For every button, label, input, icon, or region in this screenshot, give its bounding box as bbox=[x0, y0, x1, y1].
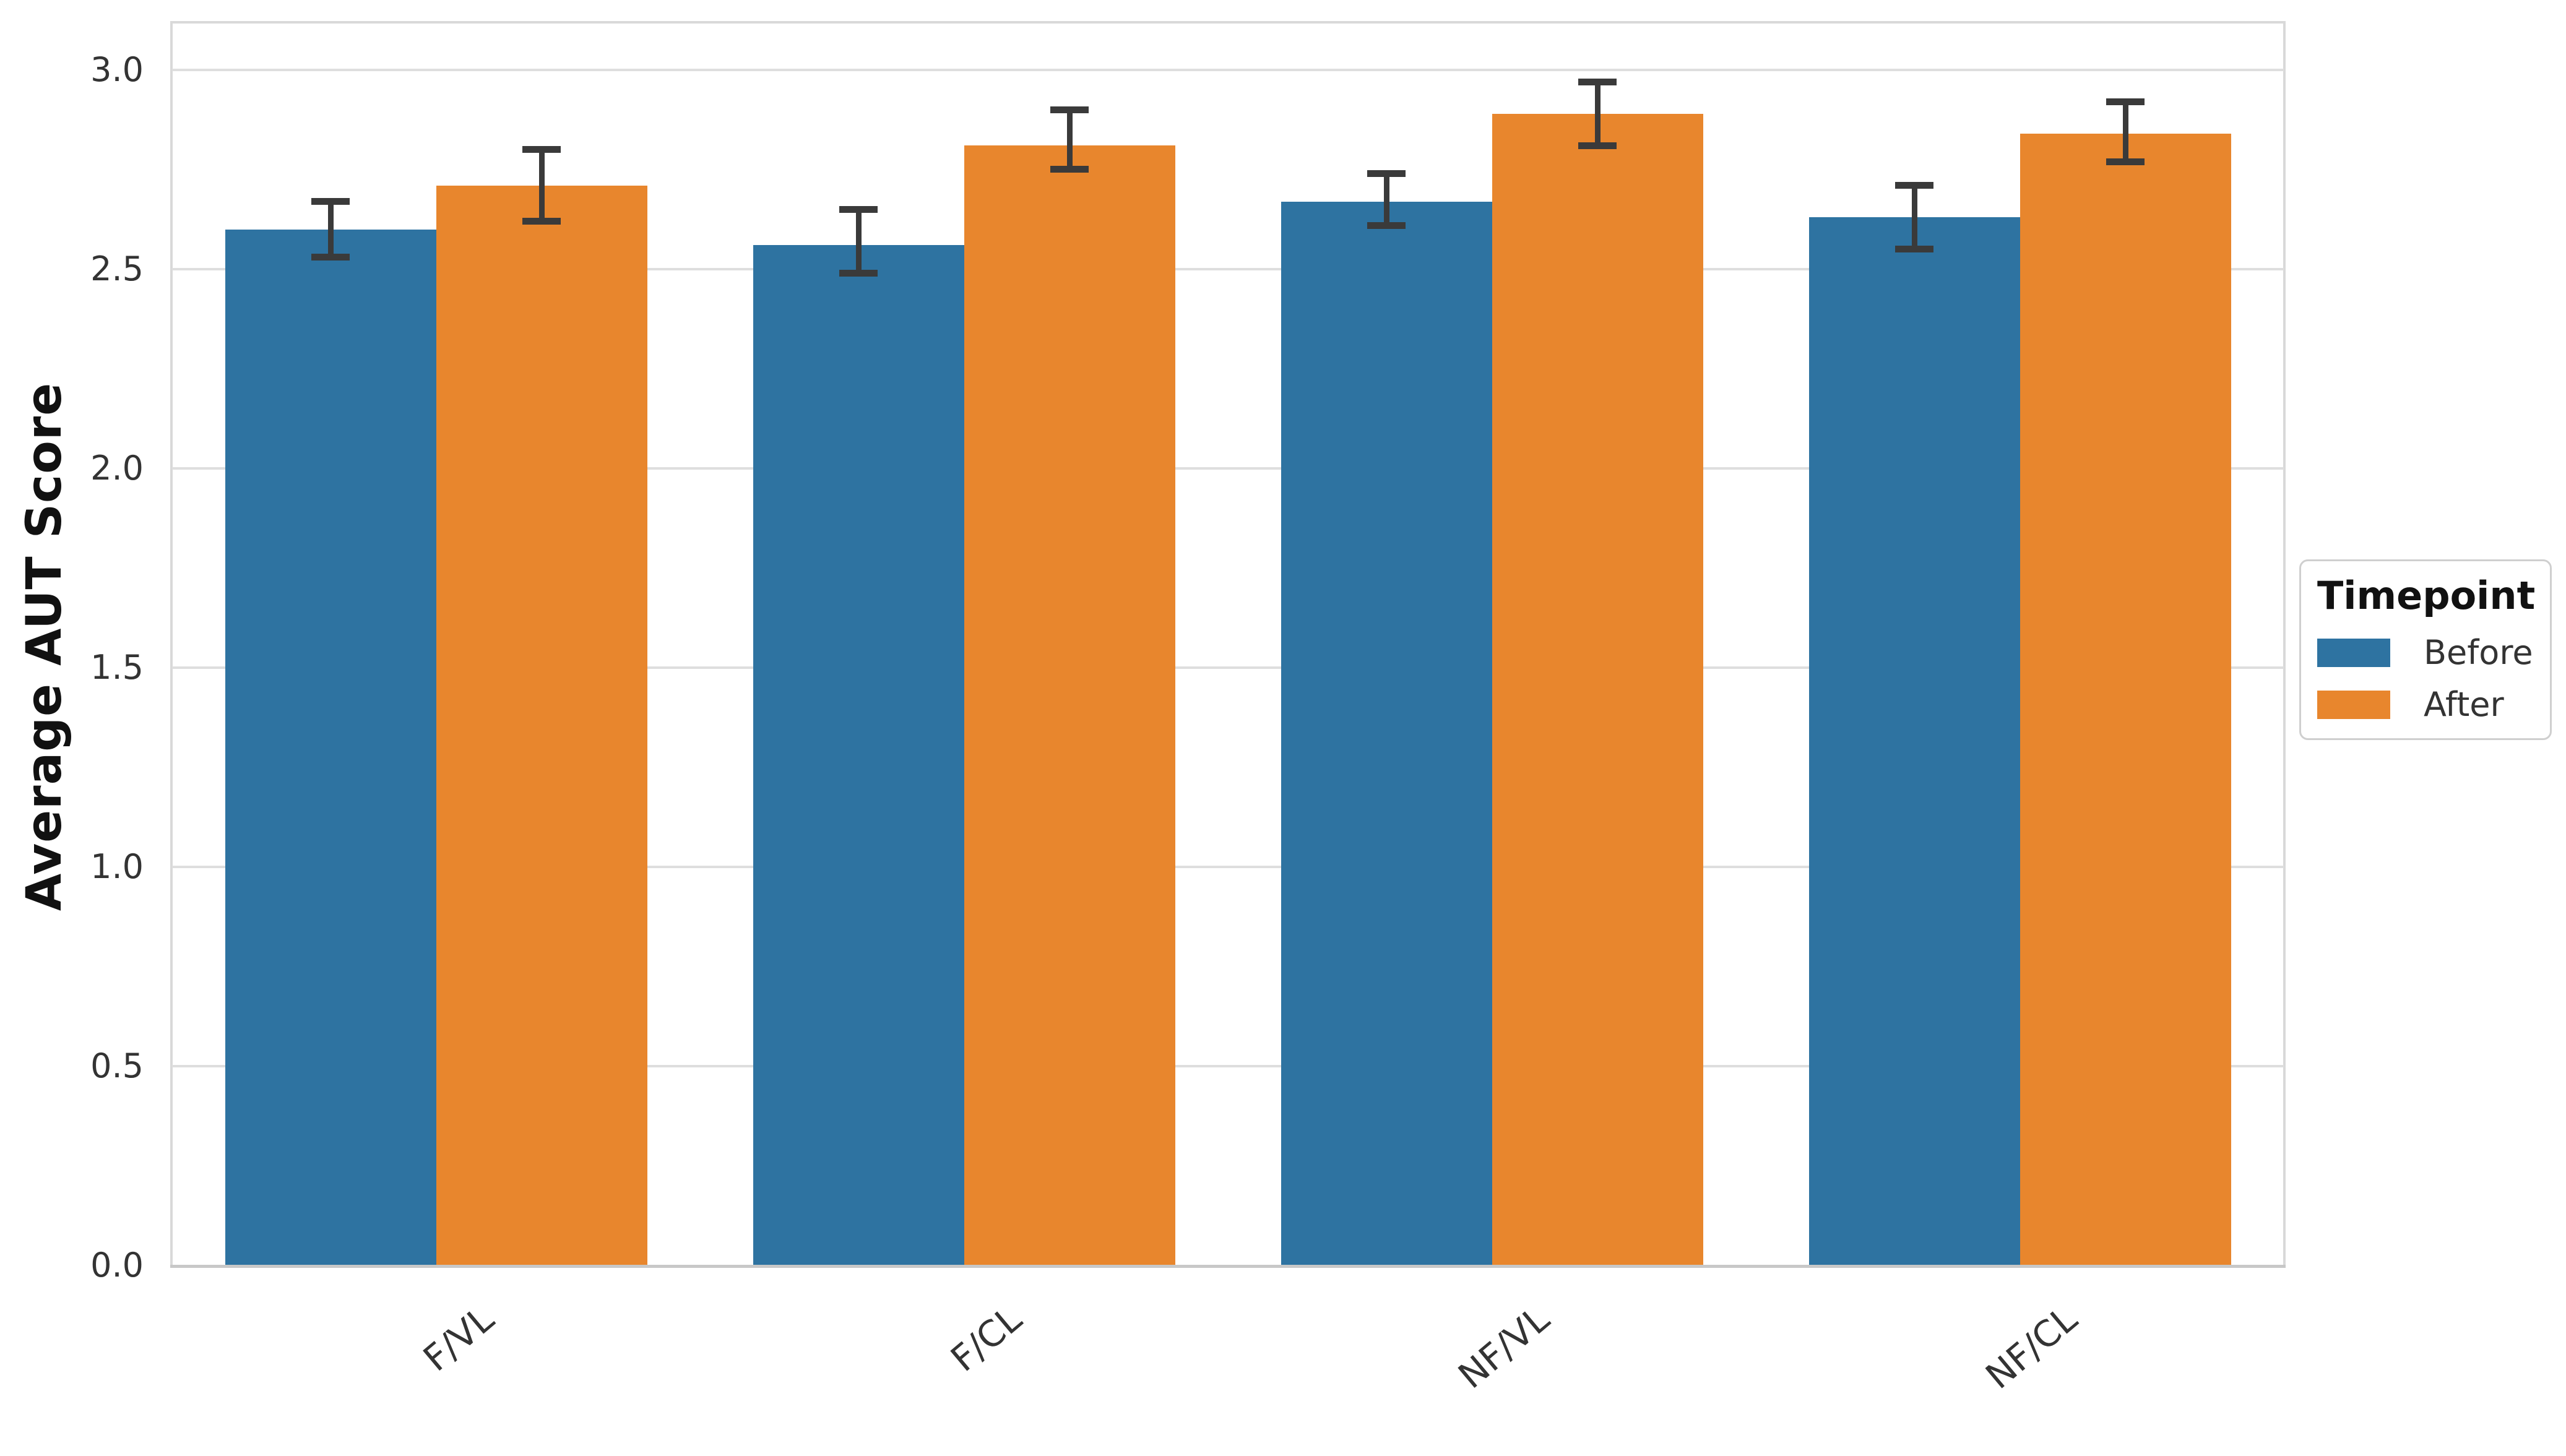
x-tick-label-f-vl: F/VL bbox=[415, 1298, 502, 1380]
legend: Timepoint Before After bbox=[2299, 559, 2552, 740]
bar-before-f-vl bbox=[225, 229, 436, 1265]
gridline-0.5 bbox=[172, 1065, 2284, 1067]
legend-item-before: Before bbox=[2317, 635, 2535, 670]
y-tick-label-0.0: 0.0 bbox=[90, 1246, 144, 1285]
error-bar-before-nf-vl bbox=[1383, 173, 1389, 226]
error-bar-before-f-vl bbox=[311, 254, 350, 261]
legend-label-before: Before bbox=[2424, 633, 2533, 672]
x-tick-label-nf-vl: NF/VL bbox=[1450, 1298, 1558, 1397]
error-bar-after-nf-cl bbox=[2106, 98, 2145, 105]
legend-swatch-before bbox=[2317, 639, 2390, 667]
error-bar-before-f-vl bbox=[327, 201, 334, 257]
x-axis-baseline bbox=[170, 1265, 2286, 1268]
plot-right-spine bbox=[2283, 21, 2286, 1265]
y-tick-label-2.0: 2.0 bbox=[90, 448, 144, 488]
error-bar-after-f-vl bbox=[522, 146, 561, 153]
gridline-1.0 bbox=[172, 866, 2284, 868]
error-bar-after-nf-vl bbox=[1578, 142, 1617, 149]
bar-after-nf-vl bbox=[1492, 113, 1703, 1265]
error-bar-after-f-vl bbox=[522, 218, 561, 225]
error-bar-after-nf-cl bbox=[2122, 101, 2128, 162]
gridline-2.5 bbox=[172, 268, 2284, 270]
y-tick-label-3.0: 3.0 bbox=[90, 50, 144, 89]
bar-after-f-cl bbox=[964, 145, 1175, 1265]
gridline-3.0 bbox=[172, 69, 2284, 71]
bar-before-nf-cl bbox=[1808, 217, 2020, 1265]
legend-title: Timepoint bbox=[2317, 573, 2536, 618]
error-bar-before-nf-cl bbox=[1895, 182, 1933, 189]
y-tick-label-1.0: 1.0 bbox=[90, 846, 144, 886]
error-bar-before-nf-cl bbox=[1895, 246, 1933, 253]
y-axis-title: Average AUT Score bbox=[17, 382, 72, 911]
plot-top-spine bbox=[172, 21, 2284, 24]
plot-area bbox=[170, 21, 2286, 1268]
y-tick-label-2.5: 2.5 bbox=[90, 249, 144, 288]
error-bar-before-nf-vl bbox=[1367, 170, 1406, 177]
error-bar-after-f-cl bbox=[1050, 106, 1089, 113]
error-bar-before-nf-cl bbox=[1911, 185, 1917, 249]
legend-swatch-after bbox=[2317, 691, 2390, 719]
error-bar-after-nf-cl bbox=[2106, 158, 2145, 165]
error-bar-before-f-cl bbox=[839, 269, 878, 277]
error-bar-after-f-cl bbox=[1050, 166, 1089, 173]
bar-before-f-cl bbox=[753, 245, 964, 1265]
x-tick-label-nf-cl: NF/CL bbox=[1977, 1298, 2086, 1397]
x-tick-label-f-cl: F/CL bbox=[943, 1298, 1030, 1380]
bar-before-nf-vl bbox=[1281, 201, 1492, 1265]
bar-after-f-vl bbox=[436, 185, 647, 1265]
error-bar-after-nf-vl bbox=[1578, 78, 1617, 85]
gridline-2.0 bbox=[172, 467, 2284, 470]
legend-label-after: After bbox=[2424, 685, 2504, 724]
error-bar-before-f-cl bbox=[839, 205, 878, 213]
legend-item-after: After bbox=[2317, 687, 2535, 722]
error-bar-before-nf-vl bbox=[1367, 222, 1406, 229]
y-tick-label-0.5: 0.5 bbox=[90, 1046, 144, 1085]
error-bar-before-f-vl bbox=[311, 198, 350, 205]
error-bar-before-f-cl bbox=[855, 209, 862, 274]
error-bar-after-f-cl bbox=[1066, 110, 1073, 170]
gridline-1.5 bbox=[172, 666, 2284, 669]
error-bar-after-f-vl bbox=[538, 149, 545, 222]
plot-left-spine bbox=[170, 21, 173, 1265]
error-bar-after-nf-vl bbox=[1594, 82, 1601, 146]
bar-after-nf-cl bbox=[2020, 134, 2231, 1265]
y-tick-label-1.5: 1.5 bbox=[90, 647, 144, 687]
